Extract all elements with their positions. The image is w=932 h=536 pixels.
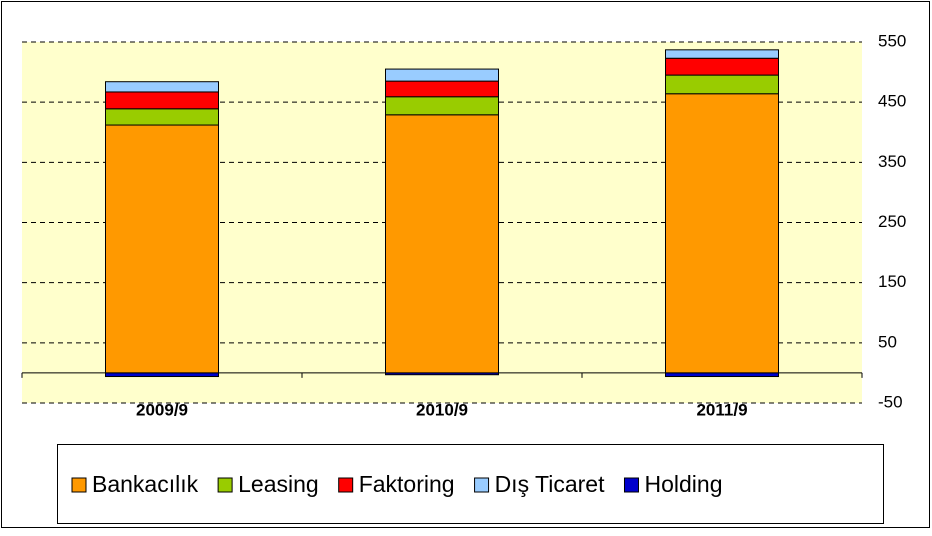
bar-segment (385, 68, 499, 82)
legend-swatch (217, 477, 233, 493)
bar-segment (665, 49, 779, 59)
bar-segment (385, 114, 499, 374)
bar-segment (665, 74, 779, 95)
bar-segment (665, 57, 779, 76)
legend-label: Bankacılık (92, 471, 199, 497)
y-tick-label: 350 (878, 152, 906, 171)
bar-segment (385, 80, 499, 98)
x-tick-label: 2010/9 (416, 400, 468, 419)
y-tick-label: 50 (878, 332, 897, 351)
bar-segment (105, 91, 219, 110)
legend-label: Leasing (238, 471, 319, 497)
legend-label: Dış Ticaret (495, 471, 606, 497)
y-tick-label: 550 (878, 31, 906, 50)
y-tick-label: 450 (878, 92, 906, 111)
legend-box (57, 444, 884, 524)
legend-swatch (623, 477, 639, 493)
legend-label: Faktoring (359, 471, 455, 497)
bar-segment (385, 96, 499, 116)
legend-swatch (71, 477, 87, 493)
bar-segment (105, 108, 219, 126)
bar-segment (105, 81, 219, 93)
bar-segment (105, 372, 219, 378)
x-tick-label: 2011/9 (696, 400, 747, 419)
x-tick-label: 2009/9 (136, 400, 188, 419)
bar-segment (665, 93, 779, 374)
bar-segment (105, 124, 219, 374)
legend-label: Holding (644, 471, 722, 497)
y-tick-label: -50 (878, 392, 903, 411)
y-tick-label: 150 (878, 272, 906, 291)
legend-swatch (338, 477, 354, 493)
bar-segment (385, 372, 499, 376)
legend-swatch (474, 477, 490, 493)
bar-segment (665, 372, 779, 378)
y-tick-label: 250 (878, 212, 906, 231)
